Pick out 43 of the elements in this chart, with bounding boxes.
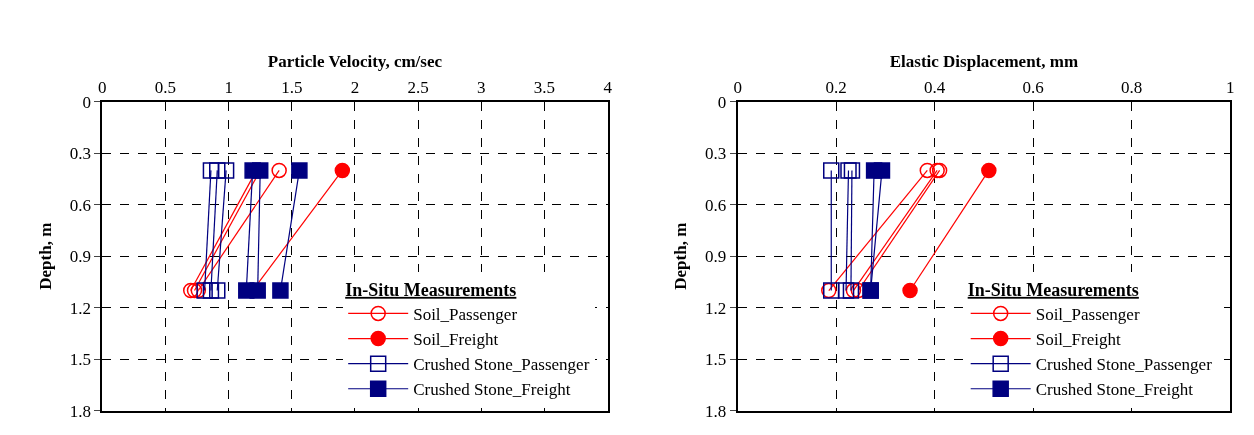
y-axis-title: Depth, m (35, 222, 55, 290)
y-tick-label: 0 (82, 92, 91, 112)
y-tick-label: 1.8 (705, 401, 727, 421)
x-tick-label: 3 (477, 77, 486, 97)
legend-label: Soil_Passenger (413, 305, 518, 325)
legend-label: Soil_Passenger (1035, 305, 1140, 325)
y-tick-label: 0.6 (705, 195, 727, 215)
x-tick-label: 0.6 (1022, 77, 1044, 97)
y-tick-label: 1.2 (705, 298, 727, 318)
x-tick-label: 0 (98, 77, 107, 97)
x-tick-label: 0 (733, 77, 742, 97)
x-tick-label: 1 (224, 77, 233, 97)
y-tick-label: 0.9 (69, 247, 91, 267)
y-tick-label: 1.5 (705, 350, 727, 370)
y-tick-label: 0.9 (705, 247, 727, 267)
y-tick-label: 1.5 (69, 350, 91, 370)
legend-label: Crushed Stone_Freight (1035, 380, 1194, 400)
x-tick-label: 0.2 (825, 77, 847, 97)
x-axis-title: Particle Velocity, cm/sec (267, 52, 443, 72)
y-tick-label: 1.8 (69, 401, 91, 421)
legend-title: In-Situ Measurements (967, 279, 1139, 300)
x-tick-label: 0.4 (924, 77, 946, 97)
x-tick-label: 2 (350, 77, 360, 97)
legend-label: Soil_Freight (413, 330, 499, 350)
x-tick-label: 1.5 (281, 77, 303, 97)
x-tick-label: 0.5 (154, 77, 177, 97)
y-axis-title: Depth, m (671, 222, 691, 290)
x-tick-label: 3.5 (533, 77, 556, 97)
x-tick-label: 0.8 (1121, 77, 1143, 97)
legend-title: In-Situ Measurements (345, 279, 517, 300)
y-tick-label: 0 (717, 92, 727, 112)
x-tick-label: 1 (1225, 77, 1235, 97)
y-tick-label: 1.2 (69, 298, 91, 318)
legend-label: Soil_Freight (1035, 330, 1121, 350)
legend-label: Crushed Stone_Passenger (413, 355, 590, 375)
x-tick-label: 4 (603, 77, 613, 97)
x-axis-title: Elastic Displacement, mm (889, 52, 1079, 72)
x-tick-label: 2.5 (407, 77, 429, 97)
legend-label: Crushed Stone_Freight (413, 380, 571, 400)
y-tick-label: 0.3 (705, 144, 727, 164)
y-tick-label: 0.6 (69, 195, 91, 215)
y-tick-label: 0.3 (69, 144, 91, 164)
legend-label: Crushed Stone_Passenger (1035, 355, 1213, 375)
